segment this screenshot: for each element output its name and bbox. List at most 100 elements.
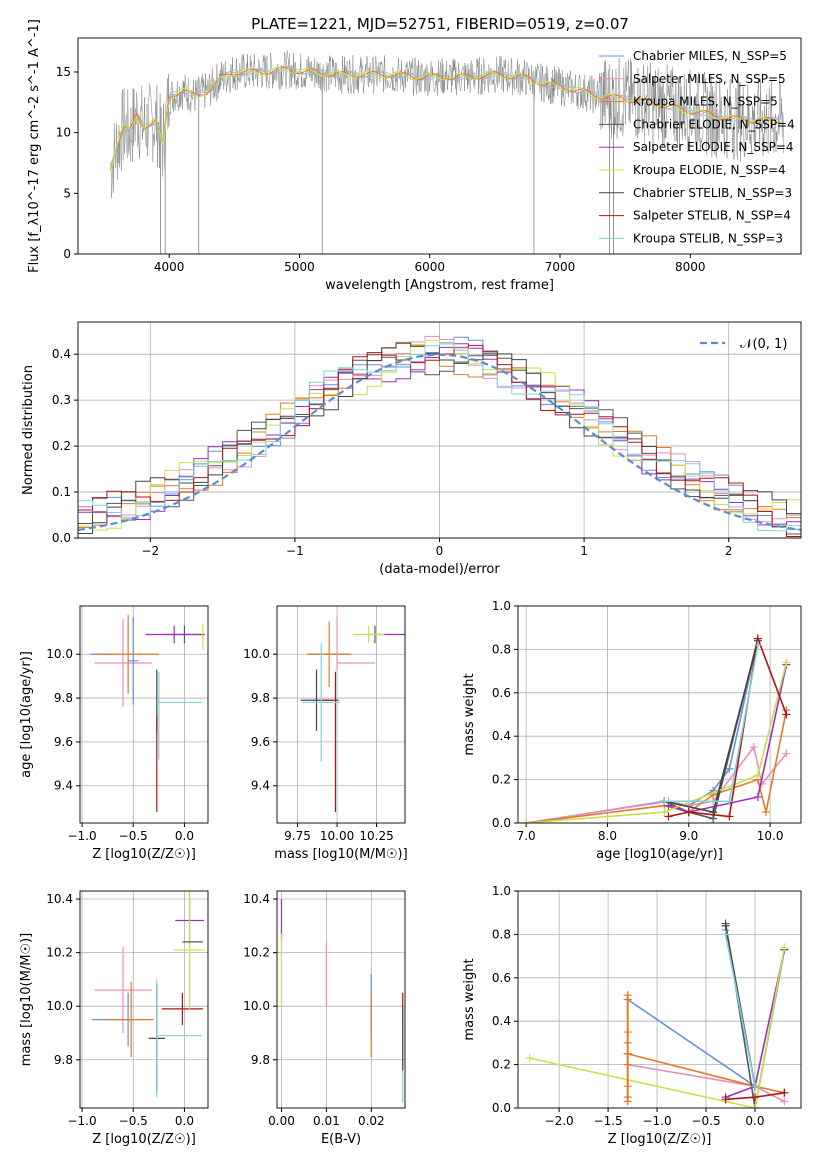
- spectrum-data: [110, 50, 785, 198]
- y-axis-label: Flux [f_λ10^-17 erg cm^-2 s^-1 A^-1]: [27, 19, 42, 273]
- x-tick-label: 10.00: [320, 829, 354, 843]
- y-tick-label: 10.0: [243, 999, 270, 1013]
- model-spectrum: [110, 66, 784, 168]
- x-tick-label: 7000: [545, 260, 576, 274]
- x-tick-label: −1.0: [67, 1114, 96, 1128]
- panel-mass-vs-Z: −1.0 −0.5 0.0 9.8 10.0 10.2 10.4 Z [log10(Z/Z☉)…: [19, 890, 209, 1147]
- plot-area: [78, 335, 801, 537]
- x-tick-label: 6000: [414, 260, 445, 274]
- y-tick-label: 5: [63, 186, 71, 200]
- y-tick-label: 10.0: [46, 647, 73, 661]
- y-axis-label: mass weight: [462, 673, 477, 755]
- x-axis-label: wavelength [Angstrom, rest frame]: [325, 278, 554, 293]
- x-tick-label: −0.5: [119, 1114, 148, 1128]
- x-axis-label: (data-model)/error: [379, 562, 500, 577]
- model-spectrum: [110, 66, 784, 167]
- data-marker: [725, 797, 734, 806]
- y-tick-label: 10.0: [46, 999, 73, 1013]
- series-line: [664, 644, 759, 803]
- plot-area: [280, 899, 404, 1103]
- x-tick-label: 0.00: [268, 1114, 295, 1128]
- x-axis-label: Z [log10(Z/Z☉)]: [608, 1132, 712, 1147]
- series-line: [526, 662, 788, 823]
- data-marker: [753, 792, 762, 801]
- y-axis-label: mass [log10(M/M☉)]: [19, 933, 34, 1066]
- y-tick-label: 0.0: [492, 1101, 511, 1115]
- y-tick-label: 9.8: [251, 1053, 270, 1067]
- data-marker: [780, 1097, 789, 1106]
- data-marker: [623, 991, 632, 1000]
- model-spectrum: [110, 66, 784, 173]
- y-tick-label: 1.0: [492, 599, 511, 613]
- series-line: [627, 929, 757, 1089]
- legend-label: Salpeter STELIB, N_SSP=4: [633, 209, 791, 223]
- y-tick-label: 15: [56, 65, 71, 79]
- data-marker: [623, 1060, 632, 1069]
- legend-label: Salpeter MILES, N_SSP=5: [633, 72, 786, 86]
- y-tick-label: 0.1: [52, 485, 71, 499]
- axes-frame: [276, 605, 406, 824]
- y-tick-label: 10: [56, 126, 71, 140]
- x-axis-label: mass [log10(M/M☉)]: [274, 847, 407, 862]
- x-tick-label: 1: [580, 544, 588, 558]
- series-line: [529, 947, 786, 1108]
- data-marker: [753, 641, 762, 650]
- normal-curve: [78, 353, 801, 531]
- y-tick-label: 9.4: [251, 779, 270, 793]
- legend: Chabrier MILES, N_SSP=5 Salpeter MILES, N…: [599, 49, 795, 245]
- data-marker: [750, 1104, 759, 1108]
- y-tick-label: 0.3: [52, 393, 71, 407]
- legend-label: Chabrier MILES, N_SSP=5: [633, 49, 787, 63]
- plot-area: [110, 50, 785, 254]
- x-axis-label: Z [log10(Z/Z☉)]: [92, 1132, 196, 1147]
- data-marker: [664, 812, 673, 821]
- data-marker: [750, 1093, 759, 1102]
- panel-spectrum: 4000 5000 6000 7000 8000 0 5 10 15 wavelength [An…: [27, 19, 802, 293]
- axes-frame: [517, 890, 802, 1109]
- data-marker: [725, 812, 734, 821]
- x-tick-label: 8000: [675, 260, 706, 274]
- series-line: [526, 710, 788, 823]
- data-marker: [684, 808, 693, 817]
- series-line: [724, 934, 756, 1087]
- data-marker: [780, 1088, 789, 1097]
- x-tick-label: 10.0: [757, 829, 784, 843]
- data-marker: [623, 1049, 632, 1058]
- legend-label: Salpeter ELODIE, N_SSP=4: [633, 140, 794, 154]
- data-marker: [780, 943, 789, 952]
- histogram-step: [78, 352, 801, 535]
- panel-mass-weight-vs-age: 7.0 8.0 9.0 10.0 0.0 0.2 0.4 0.6 0.8 1.0 age [log1…: [462, 599, 802, 862]
- plot-area: [90, 614, 205, 813]
- series-line: [525, 745, 788, 823]
- data-marker: [782, 710, 791, 719]
- plot-area: [522, 634, 791, 823]
- plot-area: [300, 616, 405, 813]
- data-marker: [750, 1082, 759, 1091]
- panel-age-vs-mass: 9.75 10.00 10.25 9.4 9.6 9.8 10.0 mass [log10(M…: [243, 605, 408, 862]
- data-marker: [660, 797, 669, 806]
- x-tick-label: 9.0: [679, 829, 698, 843]
- y-tick-label: 0.2: [492, 1058, 511, 1072]
- data-marker: [660, 808, 669, 817]
- panel-mass-weight-vs-Z: −2.0 −1.5 −1.0 −0.5 0.0 0.0 0.2 0.4 0.6 0.8 1.0 Z […: [462, 884, 802, 1147]
- data-marker: [721, 930, 730, 939]
- y-tick-label: 9.8: [251, 691, 270, 705]
- y-tick-label: 0.8: [492, 642, 511, 656]
- y-tick-label: 0.2: [492, 773, 511, 787]
- y-axis-label: age [log10(age/yr)]: [19, 651, 34, 778]
- x-tick-label: −1.0: [67, 829, 96, 843]
- panel-age-vs-Z: −1.0 −0.5 0.0 9.4 9.6 9.8 10.0 Z [log10(Z/Z☉)] a…: [19, 605, 209, 862]
- x-tick-label: 10.25: [359, 829, 393, 843]
- data-marker: [749, 743, 758, 752]
- y-tick-label: 10.2: [243, 946, 270, 960]
- y-tick-label: 0.6: [492, 971, 511, 985]
- histogram-step: [78, 344, 801, 537]
- x-tick-label: −2: [141, 544, 159, 558]
- data-marker: [725, 764, 734, 773]
- y-tick-label: 0.0: [492, 816, 511, 830]
- x-tick-label: 0.02: [358, 1114, 385, 1128]
- x-tick-label: 2: [725, 544, 733, 558]
- x-tick-label: 0.0: [175, 829, 194, 843]
- axes-frame: [517, 605, 802, 824]
- y-tick-label: 10.0: [243, 647, 270, 661]
